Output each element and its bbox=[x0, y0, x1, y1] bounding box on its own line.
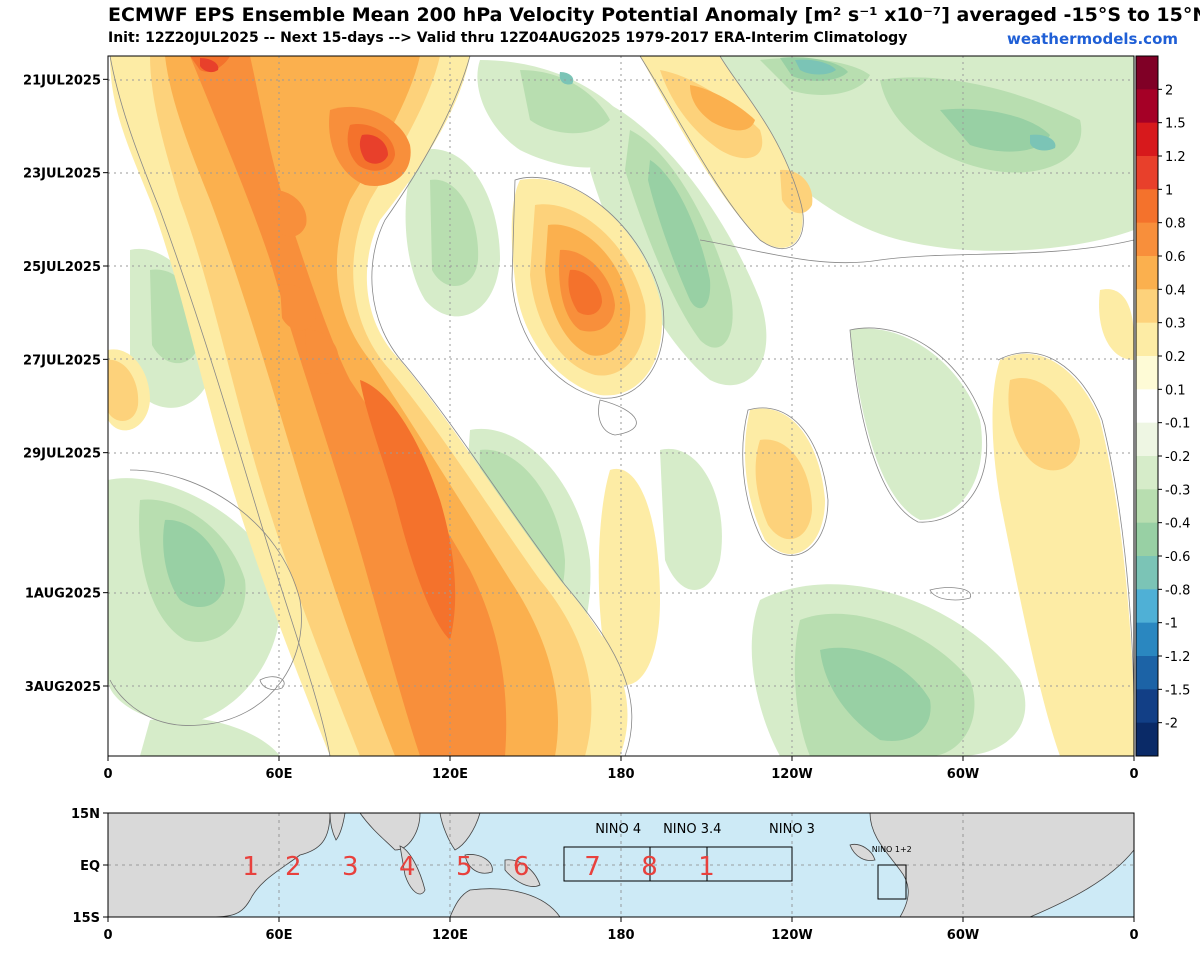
nino-boxes bbox=[563, 846, 907, 900]
colorbar-swatch bbox=[1136, 289, 1158, 324]
y-tick-label: 27JUL2025 bbox=[23, 353, 101, 368]
colorbar-swatch bbox=[1136, 256, 1158, 290]
colorbar-swatch bbox=[1136, 189, 1158, 224]
x-tick-label: 60E bbox=[266, 767, 293, 782]
nino-region-label: NINO 3.4 bbox=[663, 822, 721, 837]
map-y-tick-label: 15S bbox=[73, 911, 100, 926]
map-x-tick-label: 60E bbox=[266, 928, 293, 943]
y-tick-label: 29JUL2025 bbox=[23, 447, 101, 462]
map-x-tick-label: 180 bbox=[607, 928, 634, 943]
map-x-axis: 0 60E 120E 180 120W 60W 0 bbox=[103, 917, 1139, 943]
colorbar-swatch bbox=[1136, 522, 1158, 557]
map-y-tick-label: 15N bbox=[71, 807, 100, 822]
colorbar-swatch bbox=[1136, 489, 1158, 524]
colorbar-swatch bbox=[1136, 722, 1158, 757]
colorbar-label: 0.1 bbox=[1165, 383, 1186, 398]
colorbar-label: 1.5 bbox=[1165, 117, 1186, 132]
y-tick-label: 23JUL2025 bbox=[23, 167, 101, 182]
colorbar-swatch bbox=[1136, 222, 1158, 257]
map-y-axis: 15N EQ 15S bbox=[71, 807, 108, 926]
colorbar-label: -0.3 bbox=[1165, 483, 1190, 498]
colorbar: 2 1.5 1.2 1 0.8 0.6 0.4 0.3 0.2 0.1 -0.1 -0.2 -0.3 -0… bbox=[1135, 55, 1190, 757]
map-x-tick-label: 0 bbox=[103, 928, 112, 943]
mjo-phase-label: 1 bbox=[698, 852, 715, 882]
nino-region-label: NINO 1+2 bbox=[872, 845, 912, 854]
x-tick-label: 120W bbox=[771, 767, 812, 782]
colorbar-swatch bbox=[1136, 656, 1158, 690]
colorbar-swatch bbox=[1136, 156, 1158, 190]
mjo-phase-label: 3 bbox=[342, 852, 359, 882]
colorbar-label: -1.5 bbox=[1165, 683, 1190, 698]
mjo-phase-label: 5 bbox=[456, 852, 473, 882]
colorbar-label: -1.2 bbox=[1165, 650, 1190, 665]
colorbar-swatch bbox=[1136, 589, 1158, 624]
colorbar-label: 2 bbox=[1165, 83, 1173, 98]
x-axis: 0 60E 120E 180 120W 60W 0 bbox=[103, 756, 1139, 782]
colorbar-swatch bbox=[1136, 89, 1158, 124]
y-axis: 21JUL2025 23JUL2025 25JUL2025 27JUL2025 29JU… bbox=[23, 73, 108, 695]
brand-link[interactable]: weathermodels.com bbox=[1006, 30, 1178, 48]
colorbar-swatch bbox=[1136, 622, 1158, 657]
colorbar-label: 0.4 bbox=[1165, 283, 1186, 298]
colorbar-swatch bbox=[1136, 456, 1158, 490]
x-tick-label: 0 bbox=[103, 767, 112, 782]
colorbar-swatch bbox=[1136, 56, 1158, 90]
map-x-tick-label: 120W bbox=[771, 928, 812, 943]
y-tick-label: 25JUL2025 bbox=[23, 260, 101, 275]
colorbar-label: -2 bbox=[1165, 717, 1178, 732]
colorbar-label: 1.2 bbox=[1165, 150, 1186, 165]
colorbar-swatch bbox=[1136, 422, 1158, 457]
colorbar-label: -0.6 bbox=[1165, 550, 1190, 565]
map-land bbox=[108, 813, 1134, 917]
colorbar-label: 0.2 bbox=[1165, 350, 1186, 365]
plot-gridlines bbox=[108, 56, 1134, 756]
colorbar-label: -0.1 bbox=[1165, 417, 1190, 432]
colorbar-label: 1 bbox=[1165, 183, 1173, 198]
colorbar-swatch bbox=[1136, 689, 1158, 724]
chart-title: ECMWF EPS Ensemble Mean 200 hPa Velocity… bbox=[108, 4, 1200, 26]
colorbar-swatch bbox=[1136, 322, 1158, 357]
colorbar-label: 0.8 bbox=[1165, 217, 1186, 232]
map-x-tick-label: 120E bbox=[432, 928, 468, 943]
x-tick-label: 180 bbox=[607, 767, 634, 782]
colorbar-label: 0.6 bbox=[1165, 250, 1186, 265]
colorbar-swatch bbox=[1136, 556, 1158, 590]
mjo-phase-label: 4 bbox=[399, 852, 416, 882]
y-tick-label: 3AUG2025 bbox=[25, 680, 101, 695]
colorbar-label: -0.4 bbox=[1165, 517, 1190, 532]
colorbar-swatch bbox=[1136, 389, 1158, 424]
mjo-phase-label: 1 bbox=[242, 852, 259, 882]
colorbar-label: -0.2 bbox=[1165, 450, 1190, 465]
colorbar-swatch bbox=[1136, 122, 1158, 157]
colorbar-label: 0.3 bbox=[1165, 317, 1186, 332]
x-tick-label: 120E bbox=[432, 767, 468, 782]
nino-region-label: NINO 4 bbox=[595, 822, 641, 837]
mjo-phase-label: 6 bbox=[513, 852, 530, 882]
mjo-phase-label: 2 bbox=[285, 852, 302, 882]
x-tick-label: 0 bbox=[1129, 767, 1138, 782]
x-tick-label: 60W bbox=[947, 767, 979, 782]
map-x-tick-label: 60W bbox=[947, 928, 979, 943]
y-tick-label: 1AUG2025 bbox=[25, 587, 101, 602]
mjo-phase-label: 8 bbox=[641, 852, 658, 882]
chart-subtitle: Init: 12Z20JUL2025 -- Next 15-days --> V… bbox=[108, 30, 908, 46]
colorbar-label: -1 bbox=[1165, 617, 1178, 632]
nino-region-label: NINO 3 bbox=[769, 822, 815, 837]
colorbar-swatch bbox=[1136, 356, 1158, 390]
colorbar-label: -0.8 bbox=[1165, 583, 1190, 598]
y-tick-label: 21JUL2025 bbox=[23, 73, 101, 88]
mjo-phase-label: 7 bbox=[584, 852, 601, 882]
map-y-tick-label: EQ bbox=[80, 859, 100, 874]
map-x-tick-label: 0 bbox=[1129, 928, 1138, 943]
anomaly-field bbox=[108, 56, 1134, 756]
